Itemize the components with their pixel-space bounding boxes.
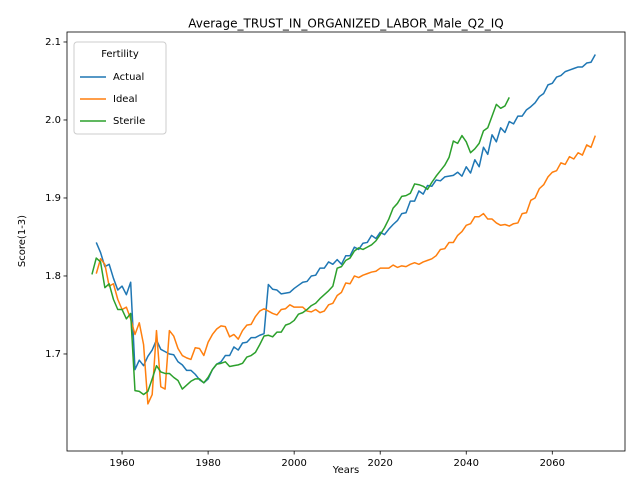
plot-area xyxy=(91,54,597,405)
x-tick-label: 2020 xyxy=(367,458,392,469)
x-tick-label: 2060 xyxy=(540,458,565,469)
series-line xyxy=(95,54,596,384)
series-line xyxy=(95,135,597,405)
axes-frame xyxy=(66,31,626,452)
x-axis-label: Years xyxy=(332,465,359,476)
y-tick-label: 1.8 xyxy=(45,271,61,282)
series-line xyxy=(91,97,510,396)
legend-title: Fertility xyxy=(101,49,139,60)
legend-label: Ideal xyxy=(113,94,137,105)
x-tick-label: 1980 xyxy=(195,458,220,469)
legend-label: Actual xyxy=(113,72,144,83)
chart-title: Average_TRUST_IN_ORGANIZED_LABOR_Male_Q2… xyxy=(188,17,504,31)
legend-box xyxy=(73,41,167,135)
y-axis-label: Score(1-3) xyxy=(17,215,28,267)
y-tick-label: 2.0 xyxy=(45,115,61,126)
x-tick-label: 2000 xyxy=(281,458,306,469)
y-tick-label: 1.7 xyxy=(45,349,61,360)
x-tick-label: 2040 xyxy=(454,458,479,469)
y-tick-label: 2.1 xyxy=(45,37,61,48)
x-tick-label: 1960 xyxy=(109,458,134,469)
legend: Fertility Actual Ideal Sterile xyxy=(73,41,167,135)
legend-label: Sterile xyxy=(113,116,145,127)
y-tick-label: 1.9 xyxy=(45,193,61,204)
